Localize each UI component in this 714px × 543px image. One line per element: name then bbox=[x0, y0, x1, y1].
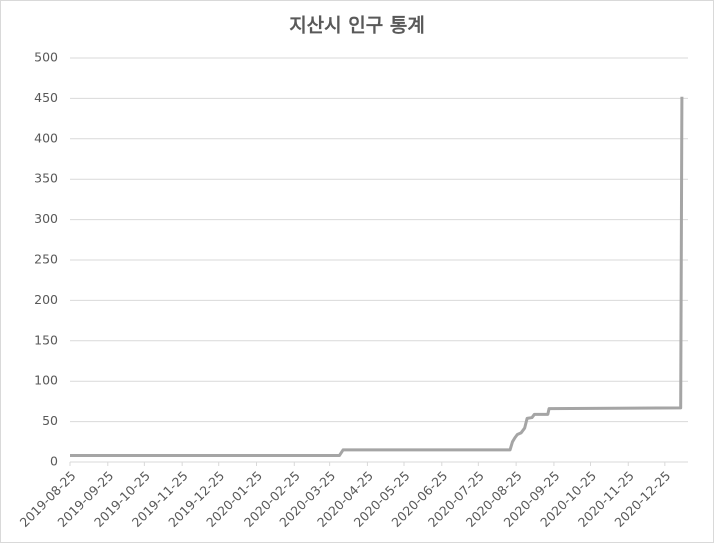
y-tick-label: 450 bbox=[34, 90, 58, 105]
y-tick-label: 300 bbox=[34, 211, 58, 226]
y-tick-label: 50 bbox=[42, 413, 58, 428]
y-tick-label: 100 bbox=[34, 373, 58, 388]
y-tick-label: 200 bbox=[34, 292, 58, 307]
y-tick-label: 350 bbox=[34, 171, 58, 186]
y-tick-label: 250 bbox=[34, 252, 58, 267]
y-tick-label: 150 bbox=[34, 332, 58, 347]
y-tick-label: 0 bbox=[50, 454, 58, 469]
data-line bbox=[70, 96, 684, 458]
chart-title: 지산시 인구 통계 bbox=[289, 15, 425, 37]
y-tick-label: 400 bbox=[34, 130, 58, 145]
y-tick-label: 500 bbox=[34, 50, 58, 65]
